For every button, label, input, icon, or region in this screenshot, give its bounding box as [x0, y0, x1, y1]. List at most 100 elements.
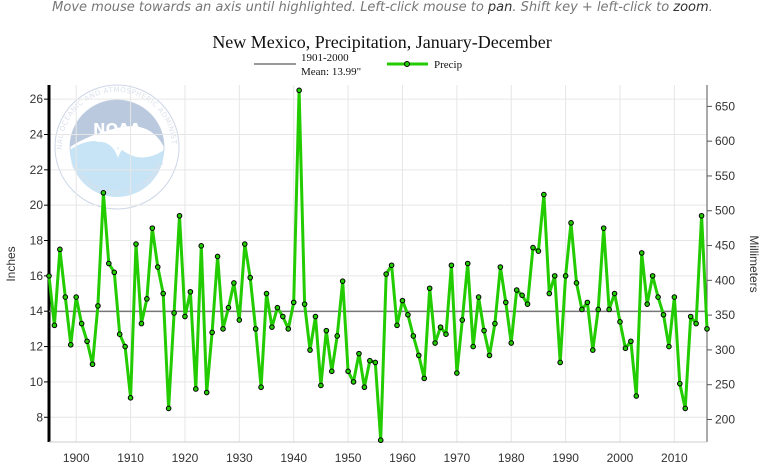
data-point [220, 326, 226, 332]
data-point [421, 375, 428, 382]
interaction-hint: Move mouse towards an axis until highlig… [0, 0, 765, 18]
data-point [606, 306, 612, 313]
legend-mean-label-2: Mean: 13.99" [301, 66, 361, 78]
data-point [78, 320, 85, 327]
data-point [247, 274, 254, 281]
data-point [198, 243, 205, 249]
x-tick-label: 1930 [226, 451, 253, 465]
data-point [274, 304, 281, 311]
data-point [51, 322, 58, 329]
data-point [73, 294, 79, 300]
data-point [95, 303, 101, 309]
data-point [677, 380, 683, 387]
hint-pan: pan [487, 0, 513, 15]
data-point [133, 241, 139, 247]
y-tick-label-left: 10 [30, 375, 44, 389]
data-point [508, 340, 515, 346]
legend-mean-label-1: 1901-2000 [301, 52, 349, 64]
data-point [372, 359, 379, 366]
y-tick-label-left: 18 [30, 234, 44, 248]
data-point [454, 370, 460, 376]
data-point [443, 331, 449, 337]
x-tick-label: 1910 [117, 451, 144, 465]
data-point [182, 313, 188, 320]
y-tick-label-left: 8 [36, 410, 43, 424]
data-point [579, 306, 585, 313]
x-tick-label: 1990 [552, 451, 579, 465]
data-point [100, 190, 107, 196]
watermark-wave [70, 141, 164, 197]
hint-text-1: Move mouse towards an axis until highlig… [52, 0, 488, 15]
data-point [541, 191, 547, 198]
watermark-logo-text: NOAA [93, 120, 142, 138]
y-tick-label-left: 14 [30, 304, 44, 318]
data-point [660, 311, 667, 318]
data-point [171, 310, 177, 316]
y-tick-label-right: 450 [715, 239, 735, 253]
data-point [285, 326, 292, 332]
watermark-ring-outer [54, 84, 180, 210]
series-line-precip [47, 88, 709, 442]
data-point [666, 343, 672, 350]
y-tick-label-left: 16 [30, 269, 44, 283]
data-point [399, 297, 406, 304]
data-point [432, 340, 438, 346]
data-point [426, 285, 433, 292]
data-point [388, 262, 395, 269]
x-tick-label: 1960 [389, 451, 416, 465]
legend-precip-marker [404, 61, 410, 67]
data-point [176, 212, 183, 219]
data-point [84, 338, 90, 345]
data-point [410, 333, 417, 339]
data-point [209, 329, 215, 336]
data-point [551, 273, 558, 279]
data-point [301, 301, 308, 307]
data-point [459, 317, 466, 323]
data-point [57, 246, 63, 253]
data-point [258, 384, 264, 391]
data-point [513, 287, 520, 293]
axes: 1900 1910 1920 1930 1940 1950 1960 1970 1980 1990… [30, 85, 735, 465]
y-tick-label-right: 650 [715, 99, 735, 113]
data-point [116, 331, 123, 337]
data-point [584, 299, 591, 306]
x-tick-label: 2000 [607, 451, 634, 465]
data-point [704, 326, 710, 332]
y-tick-label-right: 250 [715, 378, 735, 392]
data-point [687, 313, 694, 320]
data-point [138, 320, 145, 327]
data-point [307, 347, 313, 353]
x-tick-label: 2010 [661, 451, 688, 465]
data-point [524, 301, 531, 307]
y-tick-label-right: 350 [715, 308, 735, 322]
data-point [160, 290, 166, 297]
y-tick-label-left: 26 [30, 92, 44, 106]
y-tick-label-left: 24 [30, 127, 44, 141]
data-point [187, 288, 194, 295]
data-point [557, 359, 563, 366]
data-point [225, 304, 232, 311]
data-point [154, 264, 161, 270]
data-point [122, 343, 128, 350]
data-point [617, 319, 623, 325]
data-point [405, 311, 411, 318]
data-point [296, 87, 302, 94]
data-point [149, 225, 156, 231]
y-tick-label-right: 600 [715, 134, 735, 148]
data-point [437, 324, 444, 330]
x-tick-label: 1920 [172, 451, 199, 465]
data-point [502, 299, 509, 306]
y-tick-label-left: 22 [30, 163, 44, 177]
hint-zoom: zoom [673, 0, 709, 15]
data-point [312, 313, 319, 320]
data-point [383, 271, 389, 277]
data-point [367, 357, 373, 364]
data-point [193, 386, 199, 392]
data-point [481, 327, 487, 334]
data-point [590, 347, 596, 353]
data-point [519, 292, 525, 299]
data-point [106, 260, 112, 267]
y-tick-label-left: 20 [30, 198, 44, 212]
data-point [62, 294, 69, 300]
